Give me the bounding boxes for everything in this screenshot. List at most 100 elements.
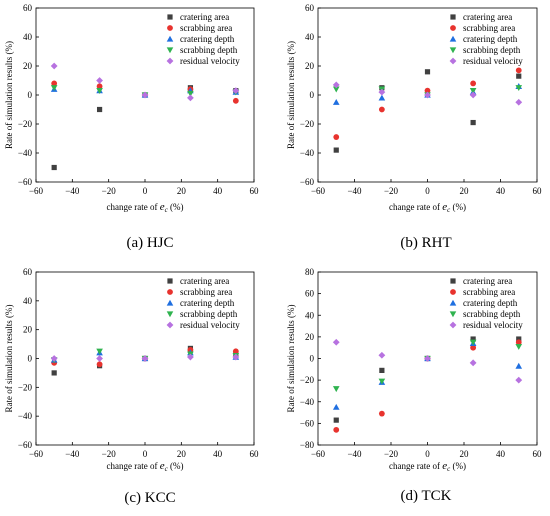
x-tick-label: 20 [177, 186, 187, 196]
y-tick-label: 20 [23, 325, 33, 335]
y-tick-label: 60 [23, 3, 33, 13]
data-point [378, 88, 386, 96]
data-point [424, 87, 431, 94]
legend-marker [449, 299, 457, 306]
y-tick-label: −20 [18, 119, 33, 129]
data-point [332, 338, 340, 346]
y-tick-label: 0 [310, 90, 315, 100]
data-point [96, 106, 103, 113]
x-axis-label: change rate of ec (%) [389, 201, 466, 214]
data-point [187, 90, 194, 97]
x-tick-label: −20 [102, 186, 117, 196]
data-point [515, 67, 522, 74]
chart-panel-3: −60 −40 −20 0 20 40 60 −60 −40 −20 0 20 40 60 change r… [4, 267, 259, 506]
data-point [332, 81, 340, 89]
x-axis-label: change rate of ec (%) [389, 460, 466, 473]
legend-label: scrabbing area [180, 287, 232, 297]
legend-marker [450, 278, 456, 284]
panel-caption: (d) TCK [401, 488, 452, 504]
legend-label: cratering area [180, 276, 229, 286]
x-tick-label: 0 [143, 186, 148, 196]
legend-marker [166, 35, 174, 42]
legend-marker [167, 278, 173, 284]
x-tick-label: −20 [102, 449, 117, 459]
y-tick-label: 20 [23, 61, 33, 71]
legend-marker [450, 289, 456, 295]
legend-label: scrabbing area [463, 287, 515, 297]
legend-label: residual velocity [463, 320, 523, 330]
y-tick-label: −40 [300, 148, 315, 158]
data-point [187, 353, 194, 361]
data-point [378, 378, 386, 385]
legend-marker [166, 311, 174, 318]
y-tick-label: 40 [305, 32, 315, 42]
data-point [379, 367, 385, 373]
y-tick-label: −20 [18, 382, 33, 392]
y-tick-label: 60 [23, 267, 33, 277]
data-point [141, 91, 149, 99]
data-point [332, 86, 340, 93]
y-tick-label: −60 [18, 440, 33, 450]
chart-panel-4: −60 −40 −20 0 20 40 60−80−60−40−20020406080cha… [286, 267, 542, 504]
y-tick-label: 40 [23, 296, 33, 306]
x-tick-label: 20 [460, 449, 470, 459]
x-tick-label: 20 [177, 449, 187, 459]
data-point [141, 355, 149, 362]
legend-label: scrabbing area [180, 23, 232, 33]
data-point [333, 134, 340, 140]
data-point [333, 426, 340, 433]
data-point [96, 77, 103, 84]
data-point [96, 88, 103, 94]
legend-marker [449, 311, 457, 318]
data-point [332, 98, 340, 105]
x-tick-label: 40 [213, 449, 223, 459]
data-point [424, 91, 431, 99]
legend-marker [167, 14, 173, 20]
x-tick-label: −40 [65, 186, 80, 196]
data-point [51, 80, 58, 87]
legend-label: cratering depth [463, 298, 518, 308]
legend-label: residual velocity [180, 320, 240, 330]
legend-label: cratering area [463, 276, 512, 286]
data-point [516, 73, 522, 79]
data-point [96, 361, 103, 368]
legend-label: cratering area [180, 12, 229, 22]
x-tick-label: −60 [29, 186, 44, 196]
data-point [424, 355, 431, 362]
data-point [51, 370, 57, 376]
data-point [232, 353, 240, 361]
legend-label: scrabbing depth [463, 309, 521, 319]
y-axis-label: Rate of simulation results (%) [4, 305, 14, 413]
legend-label: scrabbing depth [463, 45, 521, 55]
data-point [470, 336, 476, 342]
x-tick-label: 0 [425, 449, 430, 459]
x-tick-label: −60 [311, 449, 326, 459]
y-tick-label: −20 [300, 119, 315, 129]
y-tick-label: −40 [18, 411, 33, 421]
x-tick-label: −40 [347, 449, 362, 459]
data-point [470, 344, 477, 351]
x-tick-label: −60 [311, 186, 326, 196]
legend-marker [166, 321, 174, 329]
data-point [469, 359, 477, 367]
legend-marker [449, 47, 457, 54]
data-point [515, 339, 522, 346]
data-point [232, 87, 240, 95]
data-point [50, 85, 58, 92]
y-tick-label: 40 [305, 310, 315, 320]
y-tick-label: −40 [18, 148, 33, 158]
y-tick-label: 60 [305, 3, 315, 13]
x-tick-label: 40 [496, 449, 506, 459]
legend-label: scrabbing area [463, 23, 515, 33]
data-point [96, 355, 103, 362]
legend-marker [167, 289, 173, 295]
legend-marker [166, 57, 174, 65]
y-axis-label: Rate of simulation results (%) [286, 305, 296, 413]
legend-marker [167, 25, 173, 31]
y-tick-label: 0 [310, 354, 315, 364]
x-axis-label: change rate of ec (%) [107, 460, 184, 473]
data-point [187, 94, 194, 102]
x-tick-label: −40 [65, 449, 80, 459]
y-tick-label: −60 [18, 177, 33, 187]
x-tick-label: 60 [250, 186, 260, 196]
